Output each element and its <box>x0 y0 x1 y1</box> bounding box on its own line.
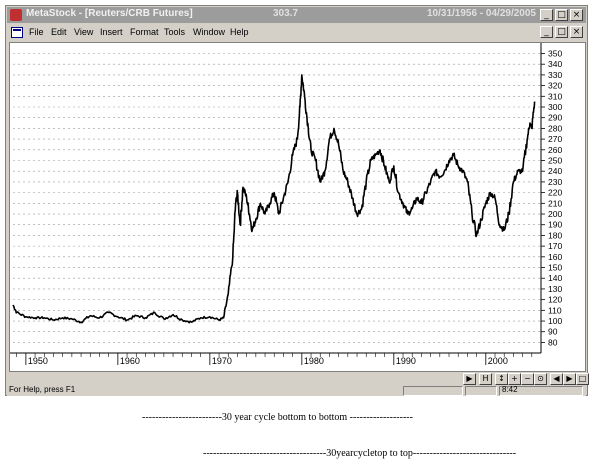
y-tick-label-140: 140 <box>548 273 562 283</box>
y-tick-label-280: 280 <box>548 123 562 133</box>
price-chart[interactable]: 80 90 100 110 120 130 140 150 160 170 180 190 200 210… <box>9 42 586 372</box>
y-tick-label-170: 170 <box>548 241 562 251</box>
child-close-button[interactable]: × <box>570 26 583 38</box>
scroll-left-button[interactable]: ◀ <box>550 373 563 385</box>
zoom-out-button[interactable]: − <box>521 373 534 385</box>
scroll-end-button[interactable]: □ <box>576 373 589 385</box>
y-tick-label-350: 350 <box>548 48 562 58</box>
y-tick-label-130: 130 <box>548 284 562 294</box>
x-tick-label-2000: 2000 <box>488 356 508 366</box>
y-tick-label-320: 320 <box>548 81 562 91</box>
y-tick-label-340: 340 <box>548 59 562 69</box>
maximize-button[interactable]: □ <box>555 9 568 21</box>
caption-top-to-top: -------------------------------------30y… <box>203 448 517 459</box>
minimize-button[interactable]: _ <box>540 9 553 21</box>
y-tick-label-100: 100 <box>548 316 562 326</box>
y-tick-label-300: 300 <box>548 102 562 112</box>
menu-file[interactable]: File <box>29 27 44 37</box>
title-bar[interactable]: MetaStock - [Reuters/CRB Futures] 303.7 … <box>7 7 586 23</box>
y-tick-label-270: 270 <box>548 134 562 144</box>
x-tick-label-1950: 1950 <box>28 356 48 366</box>
child-restore-button[interactable]: □ <box>555 26 568 38</box>
y-tick-label-110: 110 <box>548 305 562 315</box>
y-tick-label-230: 230 <box>548 177 562 187</box>
menu-insert[interactable]: Insert <box>100 27 123 37</box>
menu-bar: File Edit View Insert Format Tools Windo… <box>7 24 586 41</box>
title-price: 303.7 <box>273 8 299 19</box>
metastock-window: MetaStock - [Reuters/CRB Futures] 303.7 … <box>5 5 589 396</box>
title-date-range: 10/31/1956 - 04/29/2005 <box>427 8 536 19</box>
y-tick-label-160: 160 <box>548 252 562 262</box>
pan-button[interactable]: H <box>479 373 492 385</box>
child-minimize-button[interactable]: _ <box>540 26 553 38</box>
status-panel-2 <box>465 386 497 396</box>
y-tick-label-90: 90 <box>548 327 558 337</box>
y-tick-label-330: 330 <box>548 70 562 80</box>
y-tick-label-210: 210 <box>548 198 562 208</box>
y-tick-label-240: 240 <box>548 166 562 176</box>
menu-tools[interactable]: Tools <box>164 27 186 37</box>
scroll-start-button[interactable]: ▶ <box>463 373 476 385</box>
status-bar: For Help, press F1 8:42 <box>7 385 586 396</box>
status-help-text: For Help, press F1 <box>9 385 76 394</box>
zoom-toggle-button[interactable]: ↕ <box>495 373 508 385</box>
menu-view[interactable]: View <box>74 27 94 37</box>
close-button[interactable]: × <box>570 9 583 21</box>
y-tick-label-290: 290 <box>548 113 562 123</box>
metastock-app-icon[interactable] <box>10 9 22 21</box>
y-tick-label-150: 150 <box>548 263 562 273</box>
menu-help[interactable]: Help <box>230 27 249 37</box>
status-panel-1 <box>403 386 463 396</box>
status-time: 8:42 <box>502 385 518 394</box>
window-title: MetaStock - [Reuters/CRB Futures] <box>26 8 193 19</box>
menu-edit[interactable]: Edit <box>51 27 67 37</box>
y-tick-label-120: 120 <box>548 295 562 305</box>
y-tick-label-310: 310 <box>548 91 562 101</box>
zoom-reset-button[interactable]: ⊙ <box>534 373 547 385</box>
scroll-right-button[interactable]: ▶ <box>563 373 576 385</box>
menu-format[interactable]: Format <box>130 27 159 37</box>
menu-window[interactable]: Window <box>193 27 226 37</box>
y-tick-label-260: 260 <box>548 145 562 155</box>
x-tick-label-1960: 1960 <box>120 356 140 366</box>
x-tick-label-1980: 1980 <box>304 356 324 366</box>
x-tick-label-1970: 1970 <box>212 356 232 366</box>
y-tick-label-220: 220 <box>548 188 562 198</box>
zoom-in-button[interactable]: + <box>508 373 521 385</box>
y-tick-label-180: 180 <box>548 230 562 240</box>
price-series-line-0 <box>12 74 536 324</box>
y-tick-label-80: 80 <box>548 337 558 347</box>
chart-toolbar: ▶ H ↕ + − ⊙ ◀ ▶ □ <box>9 372 589 386</box>
x-tick-label-1990: 1990 <box>396 356 416 366</box>
caption-bottom-to-bottom: ------------------------30 year cycle bo… <box>142 412 413 423</box>
price-chart-svg[interactable]: 8090100110120130140150160170180190200210… <box>10 43 585 371</box>
document-icon[interactable] <box>11 27 23 38</box>
y-tick-label-250: 250 <box>548 156 562 166</box>
y-tick-label-200: 200 <box>548 209 562 219</box>
y-tick-label-190: 190 <box>548 220 562 230</box>
status-panel-time <box>499 386 583 396</box>
